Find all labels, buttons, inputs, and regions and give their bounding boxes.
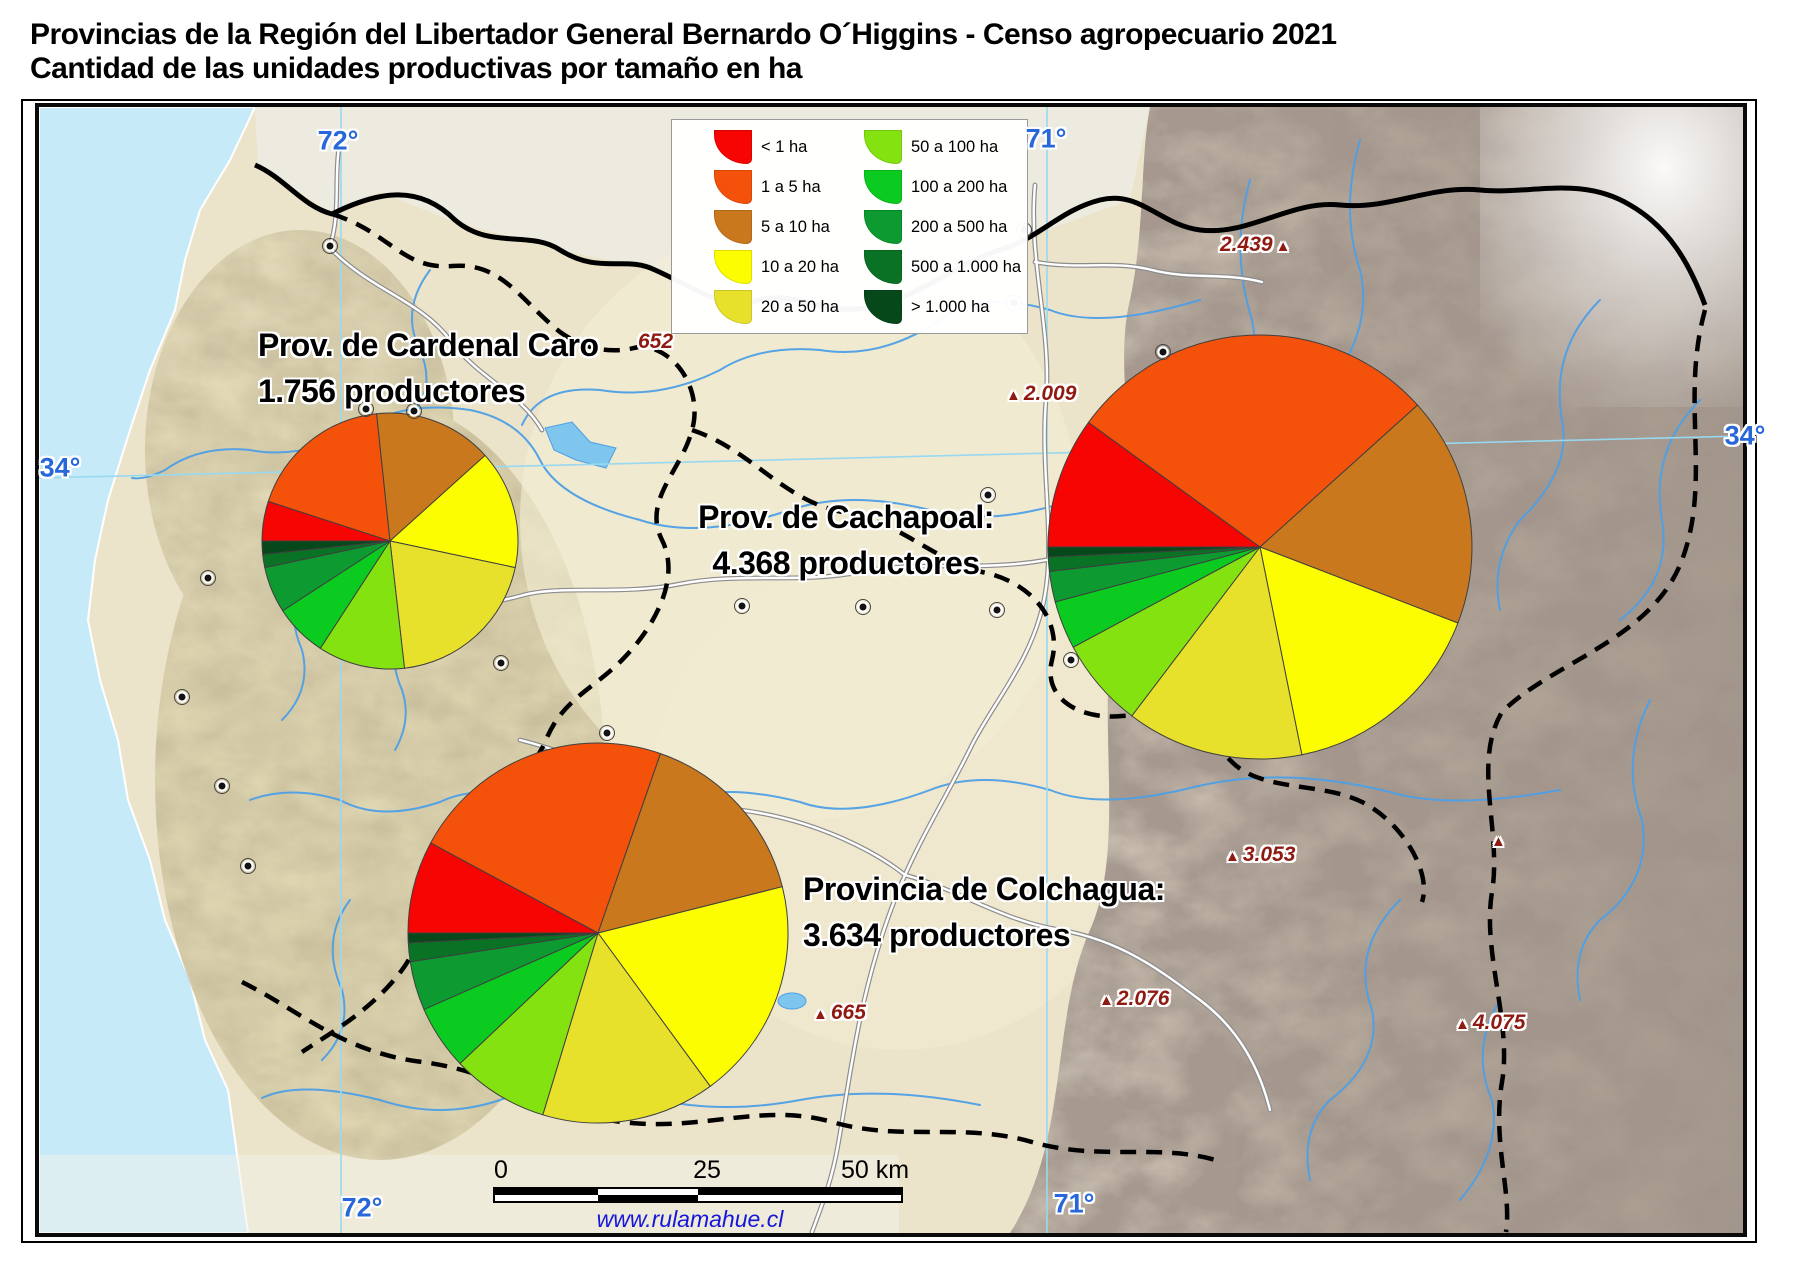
scale-label-25: 25	[693, 1156, 721, 1184]
legend-swatch-icon	[714, 250, 752, 284]
legend-box: < 1 ha 1 a 5 ha 5 a 10 ha 10 a 20 ha 20 a 50…	[671, 119, 1028, 334]
legend-swatch-icon	[864, 250, 902, 284]
legend-item: 50 a 100 ha	[864, 130, 1021, 170]
elevation-value: 3.053	[1242, 843, 1296, 866]
legend-swatch-icon	[714, 210, 752, 244]
legend-item: 100 a 200 ha	[864, 170, 1021, 210]
coordinate-label: 71°	[1025, 123, 1067, 154]
peak-triangle-icon: ▲	[1275, 238, 1291, 255]
snow	[1480, 107, 1743, 407]
legend-swatch-icon	[714, 130, 752, 164]
map-frame-outer	[21, 99, 1757, 1243]
legend-item: > 1.000 ha	[864, 290, 1021, 330]
elevation-value: 665	[830, 1001, 866, 1024]
legend-column-right: 50 a 100 ha 100 a 200 ha 200 a 500 ha 500 a…	[864, 130, 1021, 330]
province-label: Prov. de Cardenal Caro 1.756 productores	[258, 322, 658, 414]
legend-column-left: < 1 ha 1 a 5 ha 5 a 10 ha 10 a 20 ha 20 a 50…	[714, 130, 839, 330]
title-line-2: Cantidad de las unidades productivas por…	[30, 52, 802, 85]
legend-swatch-icon	[714, 290, 752, 324]
legend-item-label: 1 a 5 ha	[761, 178, 821, 196]
watermark-link[interactable]: www.rulamahue.cl	[596, 1206, 784, 1232]
province-name: Prov. de Cardenal Caro	[258, 327, 599, 363]
scale-bar-graphic	[493, 1187, 903, 1203]
elevation-value: 4.075	[1472, 1011, 1526, 1034]
legend-item-label: 20 a 50 ha	[761, 298, 839, 316]
scale-label-0: 0	[494, 1156, 508, 1184]
coordinate-label: 72°	[341, 1192, 383, 1223]
peak-triangle-icon: ▲	[1455, 1016, 1470, 1033]
elevation-marker: ▲	[1488, 828, 1509, 852]
peak-triangle-icon: ▲	[1006, 387, 1021, 404]
legend-item: 5 a 10 ha	[714, 210, 839, 250]
legend-swatch-icon	[864, 130, 902, 164]
elevation-marker: ▲ 2.009	[1003, 382, 1076, 406]
legend-swatch-icon	[714, 170, 752, 204]
legend-swatch-icon	[864, 210, 902, 244]
legend-item-label: < 1 ha	[761, 138, 808, 156]
legend-item-label: 200 a 500 ha	[911, 218, 1008, 236]
legend-item-label: 5 a 10 ha	[761, 218, 830, 236]
province-label: Prov. de Cachapoal: 4.368 productores	[678, 494, 1014, 586]
legend-item: 20 a 50 ha	[714, 290, 839, 330]
coordinate-label: 34°	[1724, 420, 1766, 451]
elevation-value: 2.076	[1116, 987, 1170, 1010]
page-title: Provincias de la Región del Libertador G…	[30, 18, 1337, 86]
peak-triangle-icon: ▲	[1099, 992, 1114, 1009]
province-producers: 1.756 productores	[258, 373, 526, 409]
scale-label-50: 50 km	[840, 1156, 910, 1184]
peak-triangle-icon: ▲	[1491, 833, 1506, 850]
province-producers: 4.368 productores	[712, 545, 980, 581]
elevation-value: 2.439	[1220, 233, 1273, 256]
coordinate-label: 34°	[39, 452, 81, 483]
peak-triangle-icon: ▲	[1225, 848, 1240, 865]
legend-item-label: 50 a 100 ha	[911, 138, 999, 156]
legend-item: 500 a 1.000 ha	[864, 250, 1021, 290]
legend-item: < 1 ha	[714, 130, 839, 170]
province-borders	[240, 211, 1708, 1233]
province-name: Prov. de Cachapoal:	[698, 499, 994, 535]
elevation-marker: 652	[638, 330, 673, 354]
legend-item: 10 a 20 ha	[714, 250, 839, 290]
legend-item-label: 100 a 200 ha	[911, 178, 1008, 196]
province-name: Provincia de Colchagua:	[803, 871, 1165, 907]
elevation-value: 2.009	[1023, 382, 1077, 405]
lake-rapel	[544, 421, 617, 469]
legend-item-label: > 1.000 ha	[911, 298, 990, 316]
small-lake	[777, 992, 807, 1010]
legend-item-label: 500 a 1.000 ha	[911, 258, 1022, 276]
peak-triangle-icon: ▲	[813, 1006, 828, 1023]
legend-item-label: 10 a 20 ha	[761, 258, 839, 276]
elevation-marker: ▲ 665	[810, 1001, 866, 1025]
ocean	[39, 107, 257, 1233]
elevation-marker: ▲ 2.076	[1096, 987, 1169, 1011]
coordinate-label: 72°	[317, 125, 359, 156]
elevation-marker: ▲ 4.075	[1452, 1011, 1525, 1035]
province-producers: 3.634 productores	[803, 917, 1071, 953]
legend-item: 200 a 500 ha	[864, 210, 1021, 250]
elevation-value: 652	[638, 330, 674, 353]
legend-swatch-icon	[864, 170, 902, 204]
legend-item: 1 a 5 ha	[714, 170, 839, 210]
legend-swatch-icon	[864, 290, 902, 324]
title-line-1: Provincias de la Región del Libertador G…	[30, 18, 1337, 51]
province-label: Provincia de Colchagua: 3.634 productores	[803, 866, 1223, 958]
coordinate-label: 71°	[1053, 1188, 1095, 1219]
elevation-marker: ▲ 3.053	[1222, 843, 1295, 867]
elevation-marker: 2.439 ▲	[1220, 233, 1293, 257]
